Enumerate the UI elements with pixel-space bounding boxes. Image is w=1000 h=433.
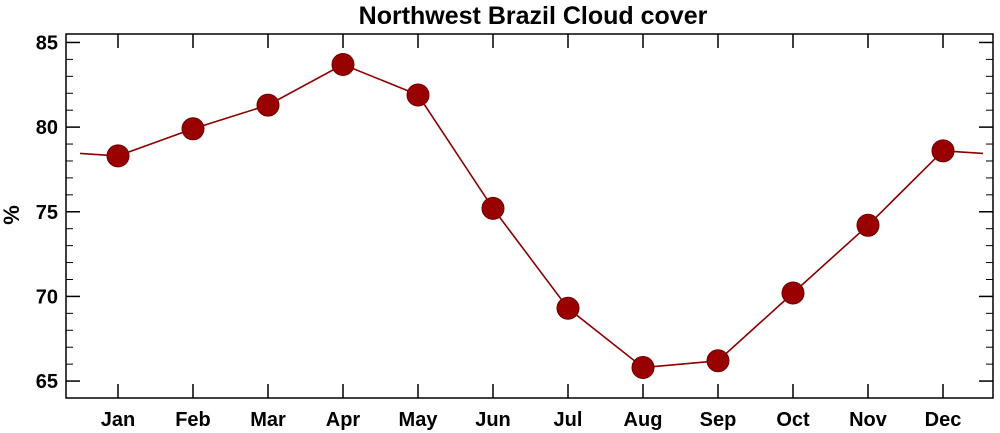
x-tick-label: Jul [554, 409, 583, 431]
x-tick-label: Aug [624, 409, 663, 431]
data-point-jun [481, 196, 505, 220]
data-point-jul [556, 296, 580, 320]
x-tick-label: Jun [475, 409, 511, 431]
x-tick-label: May [399, 409, 439, 431]
data-point-sep [706, 349, 730, 373]
y-tick-label: 65 [36, 371, 58, 393]
x-tick-label: Dec [925, 409, 962, 431]
y-axis-label: % [0, 205, 24, 225]
y-tick-label: 80 [36, 117, 58, 139]
x-tick-label: Apr [326, 409, 361, 431]
series-markers [106, 52, 955, 380]
data-point-may [406, 83, 430, 107]
plot-frame [65, 33, 994, 399]
chart-title: Northwest Brazil Cloud cover [359, 2, 708, 30]
x-tick-label: Jan [101, 409, 135, 431]
data-point-aug [631, 356, 655, 380]
y-tick-label: 70 [36, 286, 58, 308]
x-axis-ticks: Jan Feb Mar Apr May Jun Jul Aug Sep Oct Nov Dec [101, 34, 962, 431]
series-polyline [79, 63, 984, 369]
x-tick-label: Sep [700, 409, 737, 431]
data-point-oct [781, 281, 805, 305]
data-point-jan [106, 144, 130, 168]
y-tick-label: 85 [36, 32, 58, 54]
series-line [79, 63, 984, 369]
data-point-dec [931, 139, 955, 163]
y-axis-ticks: 65 70 75 80 85 [36, 32, 993, 399]
y-tick-label: 75 [36, 202, 58, 224]
data-point-apr [331, 52, 355, 76]
x-tick-label: Feb [175, 409, 211, 431]
x-tick-label: Mar [250, 409, 286, 431]
x-tick-label: Nov [849, 409, 888, 431]
data-point-mar [256, 93, 280, 117]
x-tick-label: Oct [776, 409, 810, 431]
data-point-feb [181, 117, 205, 141]
data-point-nov [856, 213, 880, 237]
